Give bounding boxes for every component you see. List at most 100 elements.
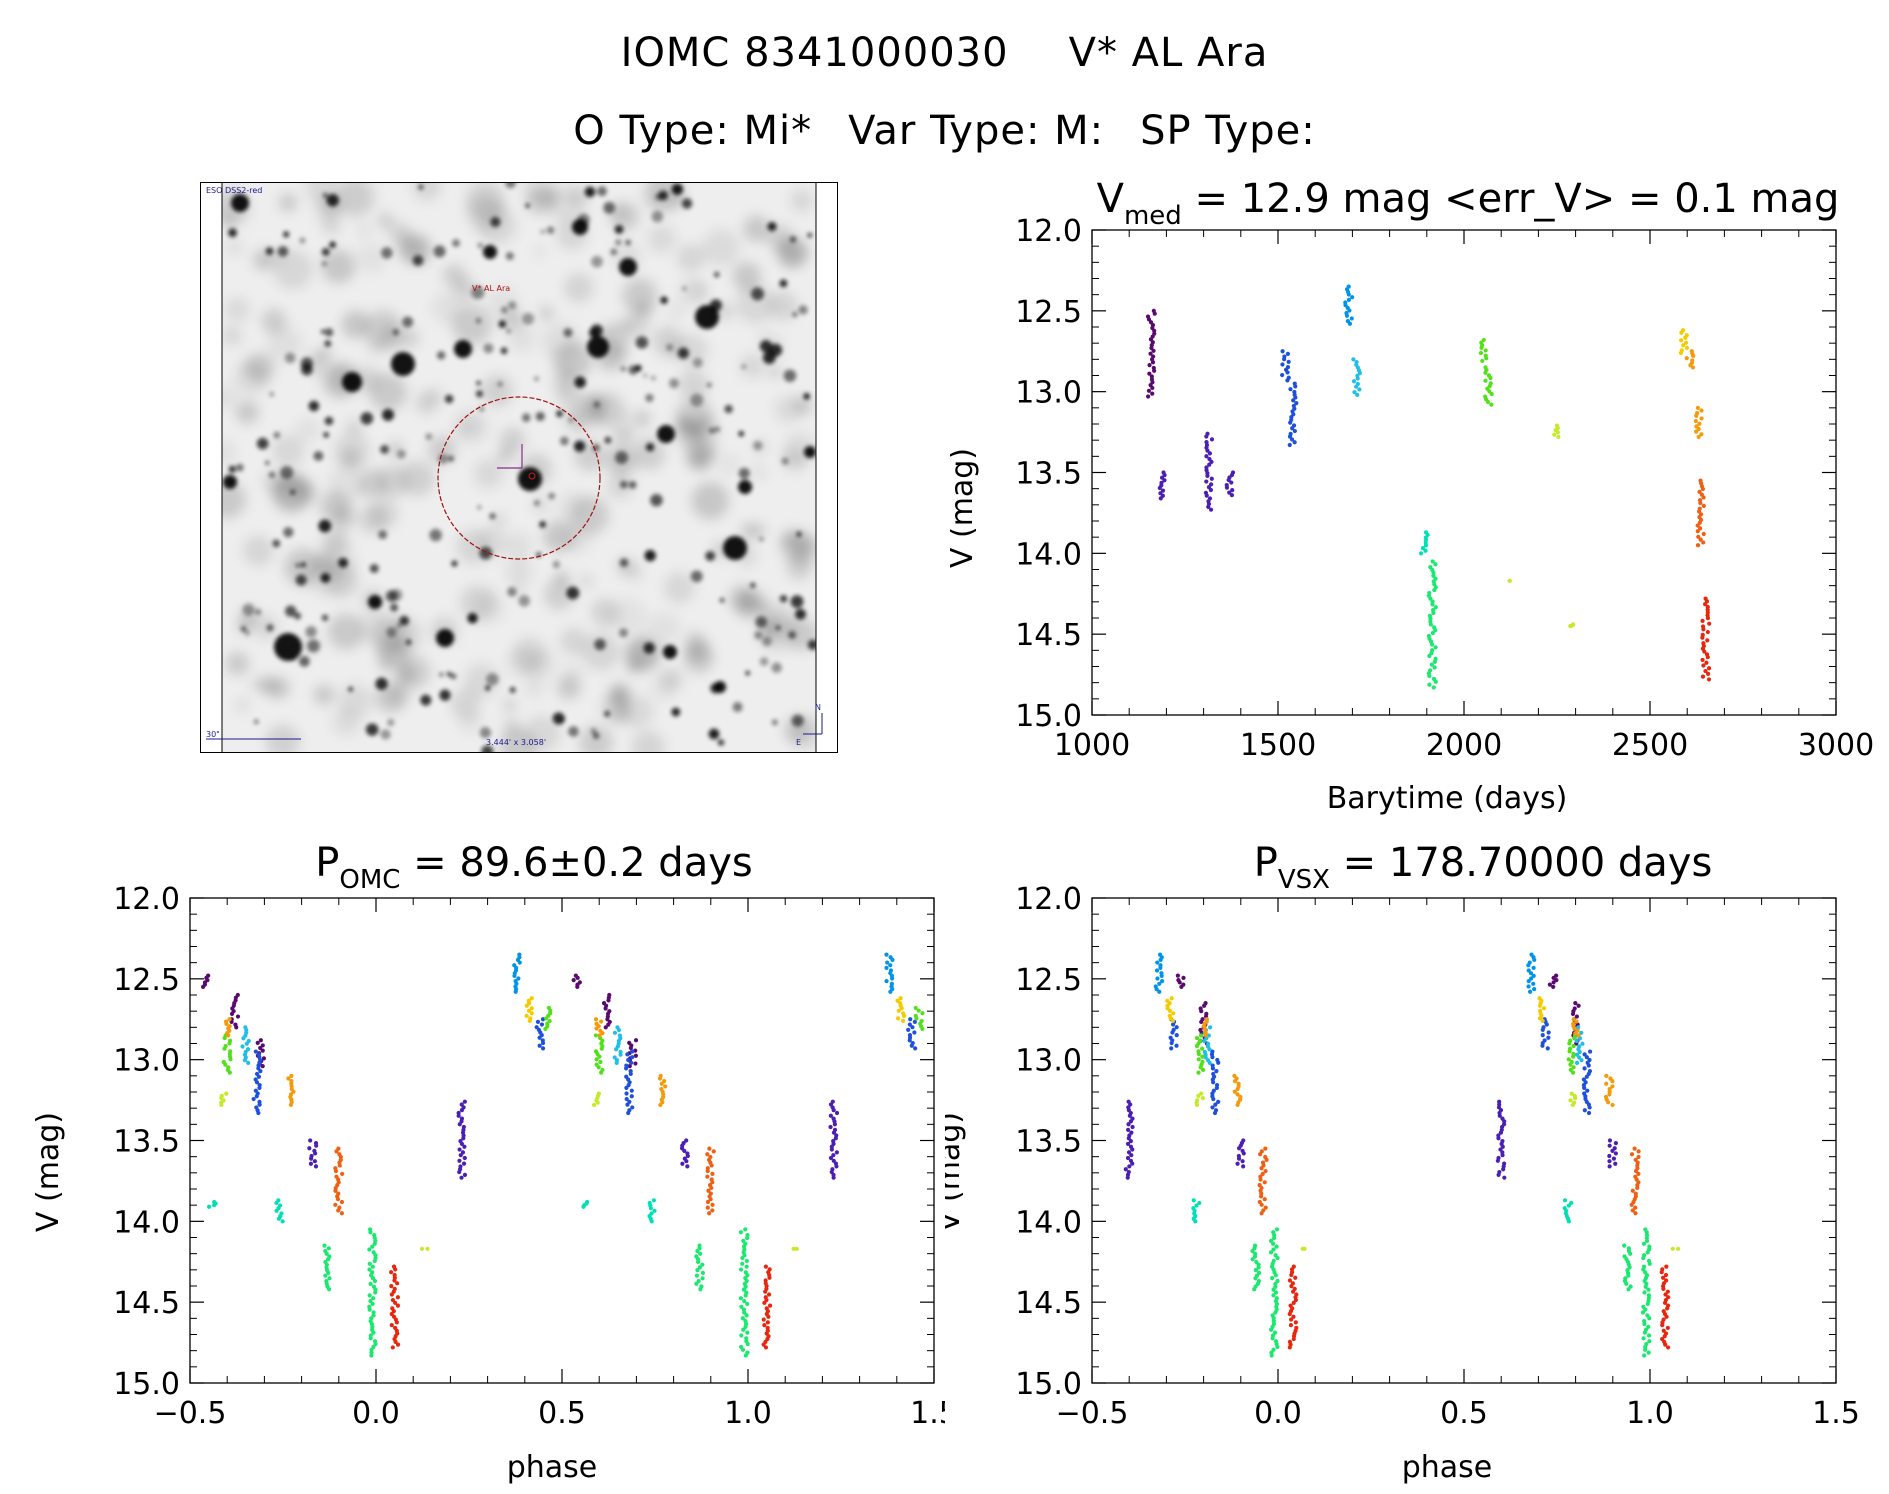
- phase-omc-data-point: [235, 1014, 241, 1019]
- phase-omc-data-point: [738, 1230, 743, 1235]
- light-curve-data-point: [1699, 432, 1704, 437]
- phase-omc-data-point: [326, 1257, 331, 1262]
- light-curve-data-point: [1423, 548, 1428, 553]
- phase-vsx-data-point: [1232, 1089, 1237, 1094]
- phase-vsx-ytick-label: 12.0: [1015, 882, 1082, 917]
- phase-omc-data-point: [599, 1046, 604, 1051]
- light-curve-data-point: [1280, 349, 1285, 354]
- light-curve-data-point: [1694, 413, 1699, 418]
- light-curve-data-point: [1556, 434, 1561, 440]
- phase-vsx-data-point: [1642, 1353, 1647, 1358]
- phase-omc-data-point: [900, 1018, 906, 1023]
- phase-vsx-ylabel: V (mag): [945, 1112, 967, 1232]
- phase-vsx-data-point: [1236, 1146, 1242, 1151]
- phase-omc-data-point: [710, 1208, 715, 1213]
- phase-omc-data-point: [458, 1153, 463, 1158]
- phase-vsx-data-point: [1665, 1289, 1670, 1294]
- phase-omc-data-point: [457, 1147, 462, 1152]
- phase-vsx-data-point: [1270, 1276, 1275, 1281]
- light-curve-data-point: [1697, 421, 1702, 426]
- phase-vsx-data-point: [1582, 1085, 1587, 1090]
- light-curve-data-point: [1695, 523, 1700, 528]
- phase-omc-plot-frame: [189, 897, 935, 1384]
- phase-vsx-data-point: [1210, 1055, 1215, 1060]
- light-curve-data-point: [1227, 490, 1232, 495]
- phase-omc-data-point: [257, 1085, 262, 1090]
- phase-vsx-data-point: [1154, 987, 1159, 992]
- phase-vsx-data-point: [1663, 1272, 1669, 1278]
- phase-vsx-data-point: [1291, 1336, 1296, 1342]
- phase-omc-data-point: [593, 1017, 599, 1022]
- phase-vsx-data-point: [1201, 1067, 1206, 1073]
- phase-vsx-data-point: [1126, 1150, 1132, 1155]
- phase-omc-data-point: [651, 1198, 656, 1203]
- phase-omc-data-point: [575, 984, 580, 990]
- phase-vsx-data-point: [1554, 978, 1559, 983]
- light-curve-data-point: [1205, 473, 1210, 479]
- light-curve-data-point: [1705, 655, 1710, 660]
- phase-omc-data-point: [658, 1102, 663, 1108]
- phase-omc-data-point: [743, 1353, 748, 1358]
- light-curve-data-point: [1294, 401, 1299, 406]
- phase-vsx-data-point: [1546, 1035, 1551, 1040]
- light-curve-ytick-label: 14.0: [1015, 537, 1082, 572]
- light-curve-data-point: [1695, 529, 1700, 534]
- phase-vsx-data-point: [1630, 1188, 1635, 1193]
- phase-omc-data-point: [309, 1156, 314, 1161]
- figure-title-line1: IOMC 8341000030 V* AL Ara: [0, 30, 1889, 76]
- light-curve-ytick-label: 13.0: [1015, 376, 1082, 411]
- light-curve-data-point: [1698, 500, 1703, 506]
- light-curve-data-point: [1488, 375, 1493, 381]
- light-curve-data-point: [1429, 662, 1434, 667]
- light-curve-data-point: [1429, 642, 1435, 647]
- phase-vsx-data-point: [1582, 1108, 1587, 1113]
- phase-omc-data-point: [888, 963, 893, 968]
- light-curve-data-point: [1480, 358, 1485, 364]
- phase-vsx-chart: −0.5 0.0 0.5 1.0 1.5 12.0 12.5 13.0 13.5 14.0 14.5…: [945, 840, 1860, 1485]
- phase-vsx-data-point: [1194, 1035, 1200, 1041]
- phase-omc-xtick-label: 0.5: [538, 1396, 586, 1431]
- phase-vsx-data-point: [1196, 1093, 1201, 1098]
- phase-omc-data-point: [393, 1339, 398, 1344]
- phase-omc-ytick-label: 14.5: [113, 1286, 180, 1321]
- phase-vsx-data-point: [1570, 1102, 1575, 1108]
- phase-omc-data-point: [700, 1270, 706, 1275]
- phase-omc-data-point: [624, 1096, 629, 1102]
- light-curve-data-point: [1209, 476, 1214, 481]
- phase-vsx-data-point: [1169, 1040, 1174, 1046]
- light-curve-data-point: [1204, 479, 1209, 484]
- phase-vsx-data-point: [1611, 1156, 1617, 1161]
- phase-vsx-data-point: [1624, 1281, 1629, 1286]
- phase-vsx-data-point: [1287, 1278, 1293, 1283]
- phase-omc-data-point: [459, 1108, 465, 1113]
- phase-omc-data-point: [393, 1300, 398, 1305]
- phase-vsx-data-point: [1628, 1251, 1633, 1256]
- phase-vsx-xtick-label: 0.5: [1440, 1396, 1488, 1431]
- light-curve-data-point: [1478, 350, 1484, 356]
- phase-vsx-data-point: [1604, 1073, 1609, 1078]
- light-curve-data-point: [1290, 426, 1295, 431]
- phase-omc-data-point: [322, 1243, 327, 1248]
- light-curve-data-point: [1355, 392, 1360, 397]
- phase-vsx-data-point: [1584, 1074, 1589, 1079]
- phase-omc-data-point: [594, 1057, 599, 1062]
- phase-omc-data-point: [540, 1040, 546, 1046]
- phase-vsx-data-point: [1574, 1019, 1579, 1024]
- phase-vsx-data-point: [1252, 1254, 1258, 1259]
- light-curve-data-point: [1280, 362, 1285, 367]
- light-curve-data-point: [1433, 628, 1438, 633]
- phase-vsx-data-point: [1194, 1043, 1200, 1049]
- phase-vsx-data-point: [1646, 1350, 1651, 1355]
- phase-vsx-data-point: [1537, 1003, 1543, 1008]
- phase-omc-data-point: [222, 1046, 227, 1051]
- phase-vsx-data-point: [1287, 1345, 1292, 1350]
- light-curve-data-point: [1207, 451, 1212, 456]
- phase-omc-data-point: [540, 1046, 546, 1051]
- phase-omc-data-point: [594, 1026, 599, 1031]
- phase-vsx-data-point: [1155, 976, 1160, 981]
- phase-omc-data-point: [256, 1110, 261, 1116]
- phase-omc-data-point: [389, 1292, 394, 1297]
- phase-vsx-data-point: [1537, 1016, 1543, 1021]
- phase-omc-data-point: [765, 1320, 770, 1325]
- phase-vsx-data-point: [1275, 1278, 1280, 1284]
